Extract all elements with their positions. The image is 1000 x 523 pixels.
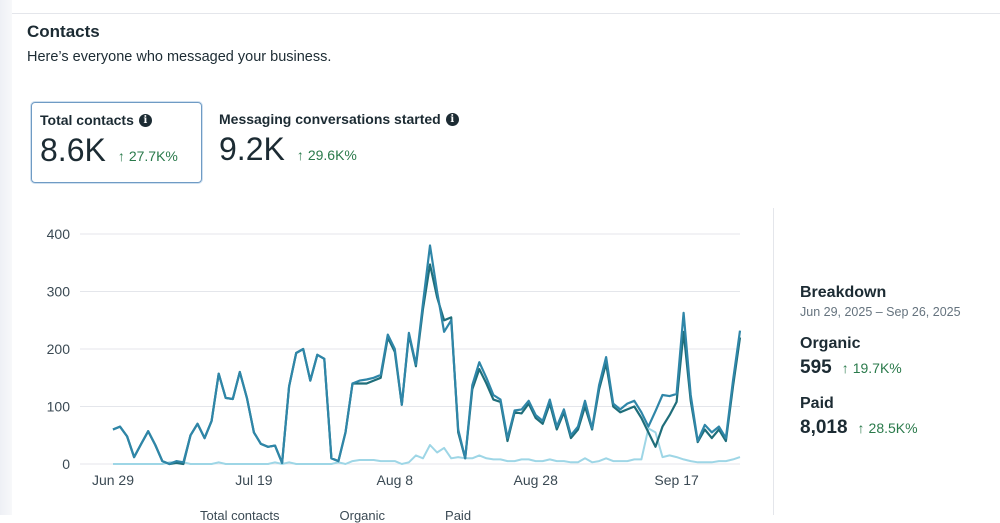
metric-card-conversations-started[interactable]: Messaging conversations started i 9.2K ↑… (211, 102, 491, 183)
breakdown-delta: ↑ 19.7K% (842, 360, 902, 376)
arrow-up-icon: ↑ (296, 147, 304, 163)
info-icon[interactable]: i (445, 112, 459, 126)
info-icon[interactable]: i (138, 113, 152, 127)
chart-legend: Total contacts Organic Paid (200, 508, 471, 523)
breakdown-label: Organic (800, 335, 861, 352)
contacts-line-chart[interactable]: 0 100 200 300 400 Jun 29 Jul 19 Aug 8 Aug 28 Sep… (0, 0, 770, 515)
y-tick-label: 0 (62, 456, 70, 472)
metric-delta: ↑ 29.6K% (297, 147, 357, 163)
series-line-total-contacts (112, 244, 742, 466)
contacts-header: Contacts Here’s everyone who messaged yo… (27, 22, 331, 66)
breakdown-value: 595 (800, 357, 832, 378)
breakdown-delta-value: 28.5K% (868, 420, 918, 436)
metric-delta-value: 27.7K% (128, 148, 178, 164)
arrow-up-icon: ↑ (117, 148, 125, 164)
metric-value: 8.6K (40, 132, 106, 168)
section-subtitle: Here’s everyone who messaged your busine… (27, 49, 332, 65)
x-tick-label: Aug 28 (514, 472, 559, 488)
breakdown-row: 8,018 ↑ 28.5K% (800, 417, 995, 439)
chart-series (112, 244, 742, 466)
y-tick-label: 300 (47, 284, 71, 300)
legend-item-organic[interactable]: Organic (339, 508, 386, 523)
chart-y-axis: 0 100 200 300 400 (47, 226, 71, 472)
y-tick-label: 200 (47, 341, 71, 357)
metric-card-total-contacts[interactable]: Total contacts i 8.6K ↑ 27.7K% (31, 102, 202, 183)
breakdown-item-organic: Organic 595 ↑ 19.7K% (800, 335, 995, 379)
x-tick-label: Sep 17 (654, 472, 699, 488)
metric-label: Total contacts i (40, 112, 193, 128)
metric-row: 9.2K ↑ 29.6K% (219, 131, 483, 167)
series-line-organic (113, 427, 741, 465)
breakdown-item-paid: Paid 8,018 ↑ 28.5K% (800, 395, 995, 439)
metric-label-text: Messaging conversations started (219, 111, 441, 127)
legend-item-total[interactable]: Total contacts (200, 508, 280, 523)
breakdown-row: 595 ↑ 19.7K% (800, 357, 995, 379)
breakdown-delta: ↑ 28.5K% (858, 420, 918, 436)
section-title: Contacts (27, 22, 100, 41)
breakdown-delta-value: 19.7K% (852, 360, 902, 376)
metric-value: 9.2K (219, 131, 285, 167)
x-tick-label: Aug 8 (377, 472, 414, 488)
breakdown-panel: Breakdown Jun 29, 2025 – Sep 26, 2025 Or… (800, 284, 995, 439)
top-divider (12, 13, 1000, 14)
arrow-up-icon: ↑ (857, 420, 865, 436)
metric-row: 8.6K ↑ 27.7K% (40, 132, 193, 168)
x-tick-label: Jul 19 (235, 472, 273, 488)
metric-delta: ↑ 27.7K% (118, 148, 178, 164)
breakdown-title: Breakdown (800, 284, 887, 301)
metric-label-text: Total contacts (40, 112, 134, 128)
breakdown-label: Paid (800, 395, 834, 412)
y-tick-label: 400 (47, 226, 71, 242)
breakdown-value: 8,018 (800, 417, 848, 438)
arrow-up-icon: ↑ (841, 360, 849, 376)
x-tick-label: Jun 29 (92, 472, 134, 488)
left-edge-panel (0, 0, 12, 515)
y-tick-label: 100 (47, 399, 71, 415)
breakdown-date-range: Jun 29, 2025 – Sep 26, 2025 (800, 305, 961, 319)
breakdown-divider (773, 208, 774, 515)
chart-x-axis: Jun 29 Jul 19 Aug 8 Aug 28 Sep 17 (92, 472, 699, 488)
legend-item-paid[interactable]: Paid (445, 508, 472, 523)
metric-label: Messaging conversations started i (219, 111, 483, 127)
metric-delta-value: 29.6K% (307, 147, 357, 163)
chart-gridlines (80, 233, 740, 465)
